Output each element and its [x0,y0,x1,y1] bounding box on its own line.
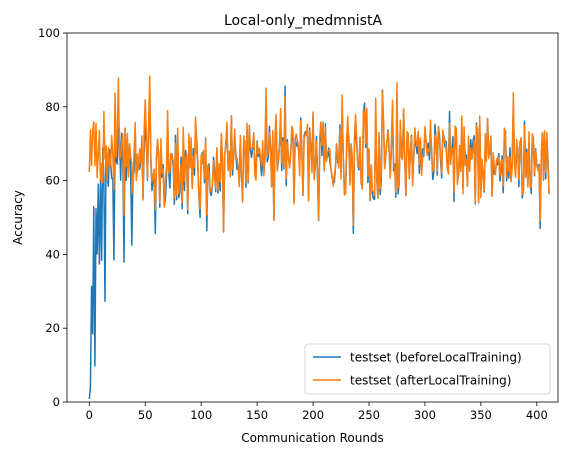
legend-box [304,343,551,395]
y-axis-ticks: 0 20 40 60 80 100 [38,26,67,409]
x-tick-label: 50 [138,408,153,422]
chart-title: Local-only_medmnistA [224,13,383,29]
x-tick-label: 400 [526,408,548,422]
plot-frame [66,32,559,403]
series-layer [88,75,550,400]
x-tick-label: 200 [302,408,324,422]
x-tick-label: 350 [470,408,492,422]
y-tick-label: 20 [45,321,60,335]
x-tick-label: 100 [190,408,212,422]
legend-label-after: testset (afterLocalTraining) [350,374,511,388]
legend: testset (beforeLocalTraining) testset (a… [304,343,551,395]
x-tick-label: 150 [246,408,268,422]
legend-label-before: testset (beforeLocalTraining) [350,351,522,365]
y-tick-label: 60 [45,174,60,188]
y-axis-label: Accuracy [11,190,25,245]
y-tick-label: 100 [38,26,60,40]
x-axis-label: Communication Rounds [241,431,384,445]
y-tick-label: 80 [45,100,60,114]
x-tick-label: 300 [414,408,436,422]
y-tick-label: 40 [45,247,60,261]
y-tick-label: 0 [53,395,60,409]
x-axis-ticks: 0 50 100 150 200 250 300 350 400 [86,402,548,422]
series-line-after-local-training [88,75,550,232]
x-tick-label: 250 [358,408,380,422]
x-tick-label: 0 [86,408,93,422]
